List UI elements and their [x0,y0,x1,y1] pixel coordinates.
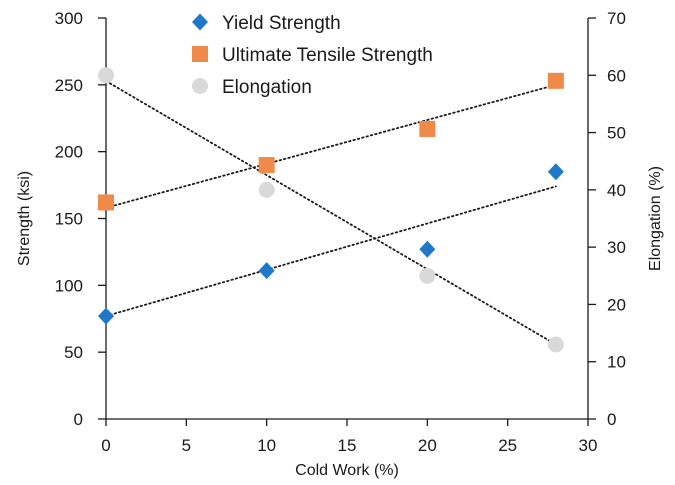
data-point [547,336,564,353]
trendline [105,83,557,209]
y-axis-left-title: Strength (ksi) [16,171,33,266]
legend-swatch [192,46,208,62]
x-tick-label: 5 [182,436,191,455]
y-right-tick-label: 70 [607,9,626,28]
trendlines [105,80,557,346]
x-tick-label: 20 [418,436,437,455]
data-point [419,120,436,137]
data-point [419,267,436,284]
data-markers [98,67,564,353]
y-right-tick-label: 0 [607,410,616,429]
y-left-tick-label: 250 [55,76,83,95]
trendline [105,185,557,317]
y-axis-right-title: Elongation (%) [647,166,664,271]
y-left-tick-label: 200 [55,143,83,162]
y-right-tick-label: 50 [607,124,626,143]
legend-swatch [192,78,208,94]
x-tick-label: 10 [257,436,276,455]
data-point [258,262,275,280]
x-tick-label: 25 [498,436,517,455]
x-tick-label: 30 [579,436,598,455]
data-point [98,67,114,84]
legend-swatch [192,13,208,31]
y-right-tick-label: 20 [607,295,626,314]
data-point [98,194,114,211]
trendline [105,80,557,346]
data-point [258,181,275,198]
y-right-tick-label: 40 [607,181,626,200]
y-left-tick-label: 150 [55,210,83,229]
y-right-tick-label: 30 [607,238,626,257]
x-tick-label: 0 [101,436,110,455]
legend-label: Elongation [222,77,312,98]
legend: Yield Strength Ultimate Tensile Strength E… [192,13,433,98]
y-left-tick-label: 100 [55,276,83,295]
data-point [419,240,436,258]
x-tick-label: 15 [338,436,357,455]
data-point [98,307,114,325]
legend-label: Ultimate Tensile Strength [222,45,433,66]
y-right-tick-label: 60 [607,66,626,85]
data-point [547,163,564,181]
y-left-tick-label: 300 [55,9,83,28]
x-axis-title: Cold Work (%) [295,462,399,479]
legend-label: Yield Strength [222,13,341,34]
y-right-tick-label: 10 [607,353,626,372]
data-point [547,72,564,89]
axes: 0 5 10 15 20 25 300501001502002503000102030405… [16,9,664,479]
y-left-tick-label: 50 [64,343,83,362]
y-left-tick-label: 0 [74,410,83,429]
data-point [258,157,275,174]
